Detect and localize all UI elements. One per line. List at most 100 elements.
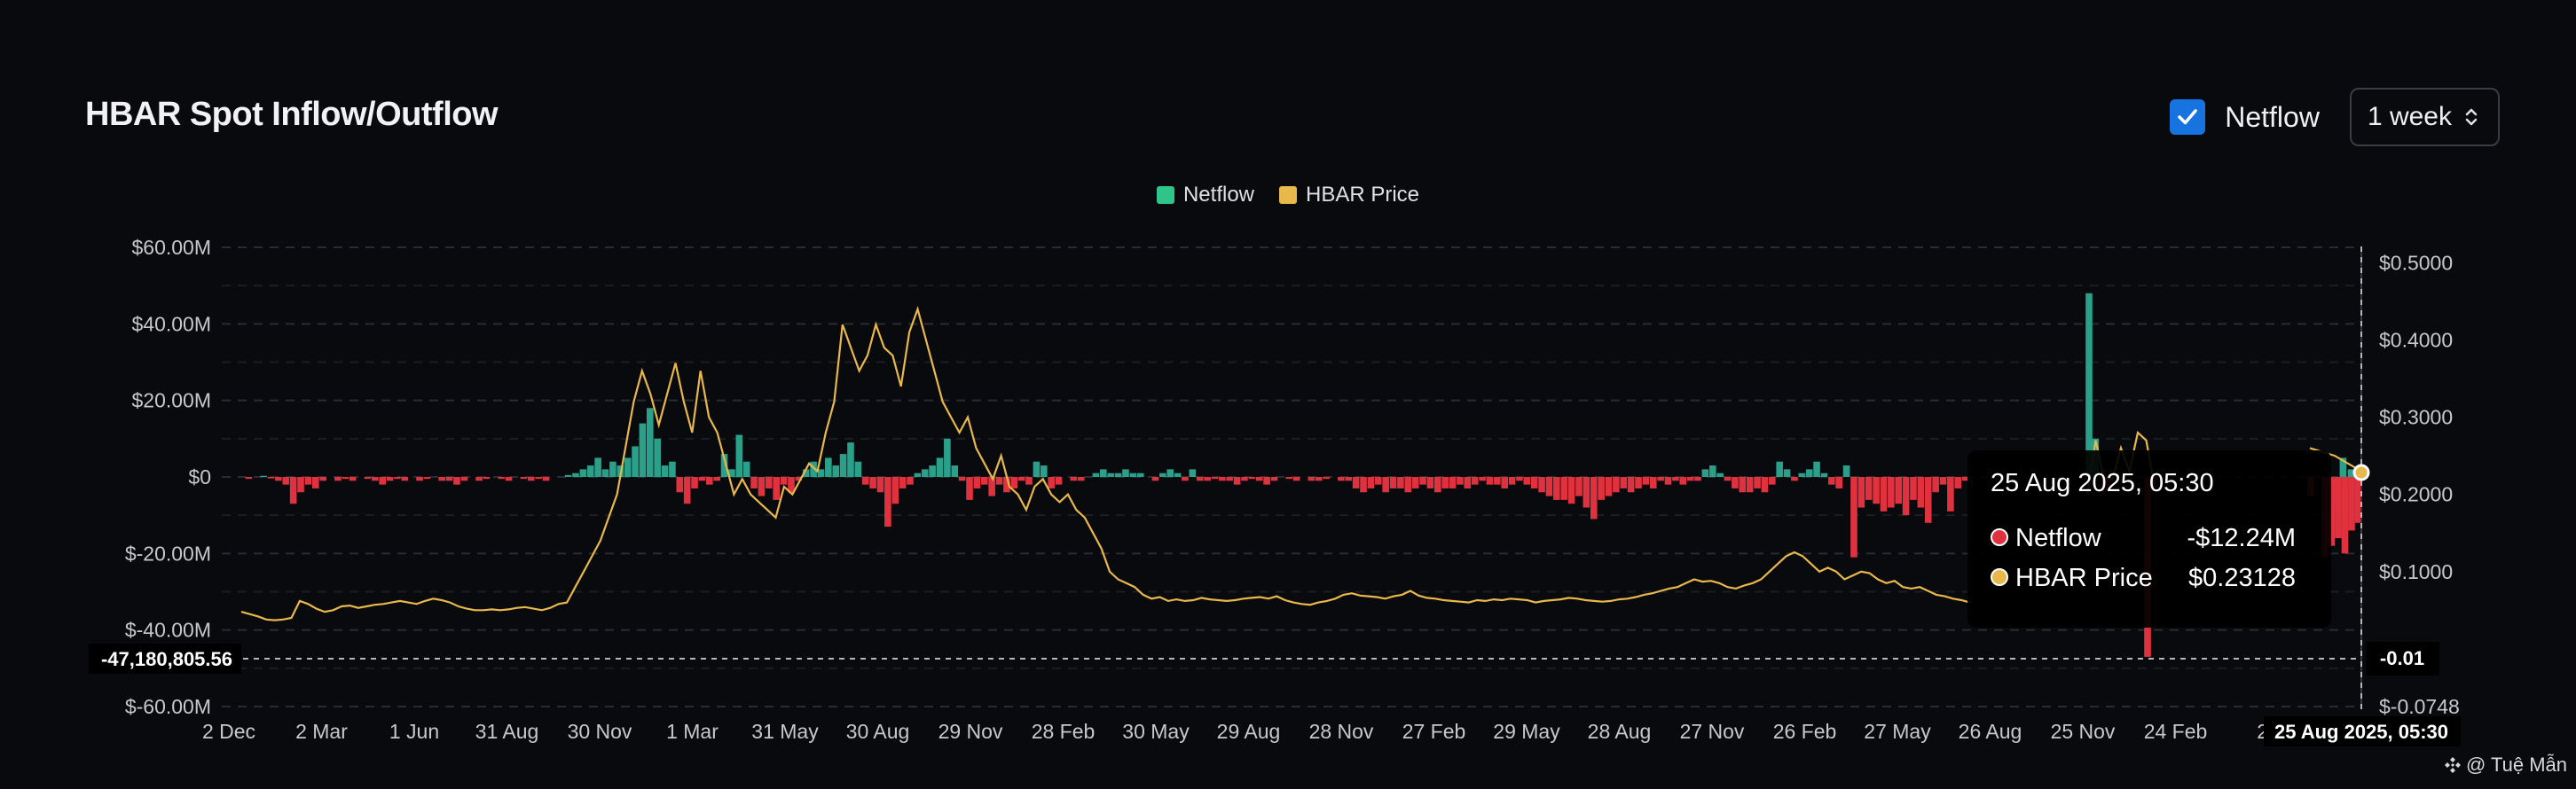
netflow-bar	[766, 477, 773, 488]
netflow-checkbox-label[interactable]: Netflow	[2225, 100, 2320, 133]
netflow-bar	[825, 457, 832, 477]
x-tick-label: 26 Aug	[1959, 720, 2022, 743]
netflow-bar	[1567, 477, 1575, 504]
netflow-bar	[1805, 469, 1813, 477]
netflow-bar	[1017, 477, 1025, 481]
netflow-bar	[944, 438, 951, 477]
netflow-bar	[1501, 477, 1509, 488]
x-tick-label: 31 May	[751, 720, 819, 743]
crosshair-y-label-box	[89, 644, 241, 674]
netflow-bar	[1583, 477, 1590, 508]
netflow-bar	[1055, 477, 1063, 485]
netflow-bar	[1270, 477, 1278, 481]
netflow-bar	[572, 473, 579, 477]
netflow-bar	[1077, 477, 1085, 481]
netflow-bar	[1895, 477, 1903, 504]
netflow-bar	[802, 469, 810, 477]
netflow-bar	[1835, 477, 1843, 488]
netflow-bar	[1575, 477, 1583, 496]
netflow-bar	[720, 454, 728, 477]
netflow-bar	[282, 477, 290, 485]
netflow-bar	[691, 477, 698, 488]
netflow-bar	[311, 477, 319, 488]
x-tick-label: 28 Feb	[1032, 720, 1096, 743]
netflow-bar	[758, 477, 766, 496]
netflow-bar	[1397, 477, 1404, 488]
netflow-bar	[1538, 477, 1545, 493]
y-right-tick-label: $0.1000	[2379, 560, 2453, 583]
netflow-bar	[1686, 477, 1694, 481]
netflow-bar	[1114, 473, 1122, 477]
netflow-bar	[1865, 477, 1873, 500]
netflow-bar	[698, 477, 706, 481]
netflow-bar	[936, 457, 944, 477]
netflow-bar	[907, 477, 914, 485]
netflow-bar	[817, 469, 825, 477]
netflow-bar	[1530, 477, 1538, 488]
netflow-bar	[1701, 469, 1709, 477]
watermark: @ Tuệ Mẫn	[2443, 754, 2567, 777]
netflow-bar	[527, 477, 535, 481]
netflow-bar	[1107, 473, 1114, 477]
netflow-bar	[1345, 477, 1353, 481]
y-left-tick-label: $-40.00M	[125, 619, 211, 642]
netflow-bar	[705, 477, 713, 485]
y-left-tick-label: $-20.00M	[125, 542, 211, 565]
x-axis: 2 Dec 2 Mar 1 Jun 31 Aug 30 Nov 1 Mar 31 May 30…	[202, 720, 2280, 743]
netflow-bar	[1724, 477, 1732, 481]
netflow-bar	[1315, 477, 1323, 481]
legend-item-hbar-price[interactable]: HBAR Price	[1279, 183, 1419, 207]
netflow-bar	[460, 477, 468, 481]
tooltip-box	[1967, 450, 2331, 628]
crosshair-y-label: -47,180,805.56	[101, 648, 232, 670]
x-tick-label: 1 Jun	[389, 720, 439, 743]
chart-controls: Netflow 1 week	[2170, 88, 2500, 146]
netflow-bar	[1560, 477, 1568, 500]
netflow-bar	[1219, 477, 1226, 481]
interval-select[interactable]: 1 week	[2349, 88, 2500, 146]
netflow-bar	[1761, 477, 1769, 493]
y-right-tick-label: $0.5000	[2379, 251, 2453, 274]
x-tick-label: 24 Feb	[2144, 720, 2208, 743]
netflow-checkbox[interactable]	[2170, 99, 2206, 135]
netflow-bar	[861, 477, 869, 485]
tooltip-price-label: HBAR Price	[2015, 564, 2153, 592]
netflow-bar	[1352, 477, 1360, 488]
chevron-updown-icon	[2465, 108, 2478, 126]
x-tick-label: 30 May	[1122, 720, 1190, 743]
netflow-bar	[810, 461, 817, 477]
netflow-bar	[1783, 469, 1791, 477]
netflow-bar	[438, 477, 445, 481]
netflow-bar	[1367, 477, 1375, 488]
y-left-tick-label: $-60.00M	[125, 695, 211, 718]
netflow-bar	[884, 477, 891, 527]
netflow-bar	[2354, 477, 2362, 523]
netflow-bar	[1441, 477, 1449, 488]
netflow-bar	[1122, 469, 1129, 477]
netflow-bar	[1842, 465, 1850, 477]
netflow-bar	[661, 465, 669, 477]
netflow-bar	[1136, 473, 1144, 477]
netflow-bar	[966, 477, 973, 500]
netflow-bar	[854, 461, 862, 477]
netflow-bar	[1404, 477, 1412, 493]
netflow-bar	[342, 477, 349, 480]
netflow-bar	[973, 477, 981, 488]
netflow-bar	[453, 477, 460, 485]
netflow-bar	[1464, 477, 1472, 488]
netflow-bar	[1263, 477, 1270, 485]
x-tick-label: 1 Mar	[666, 720, 719, 743]
netflow-bar	[542, 477, 550, 481]
netflow-bar	[728, 469, 735, 477]
netflow-bar	[1486, 477, 1494, 485]
netflow-bar	[416, 477, 423, 481]
netflow-bar	[683, 477, 691, 504]
netflow-bar	[1292, 477, 1300, 481]
netflow-bar	[632, 446, 639, 477]
netflow-bar	[929, 465, 936, 477]
legend-item-netflow[interactable]: Netflow	[1156, 183, 1254, 207]
netflow-bar	[1732, 477, 1739, 488]
netflow-bar	[594, 457, 601, 477]
netflow-bar	[1791, 477, 1798, 481]
